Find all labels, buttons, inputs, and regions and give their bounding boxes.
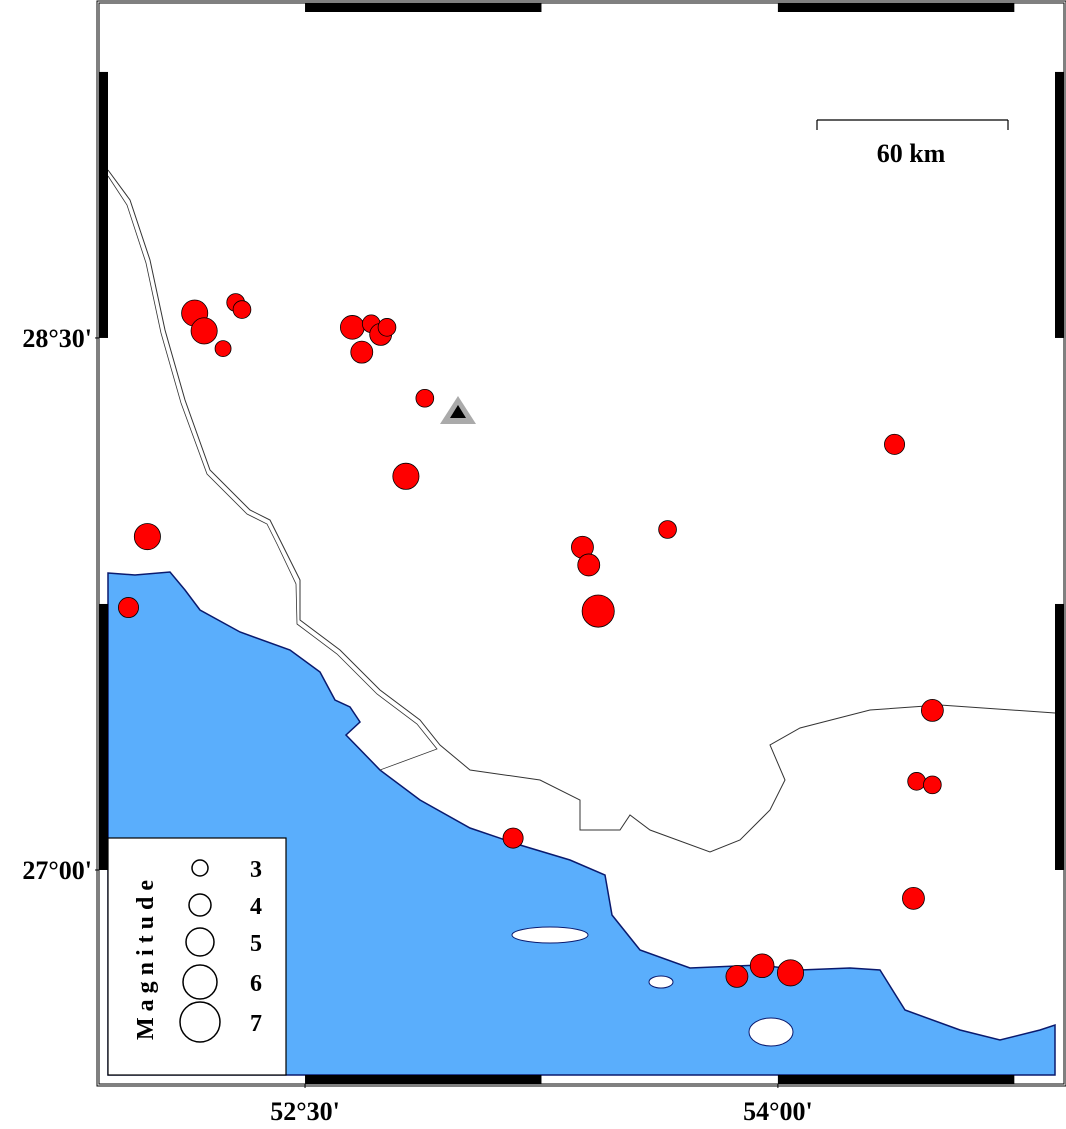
frame-segment (305, 3, 542, 12)
event (907, 772, 926, 791)
island (648, 975, 674, 989)
event (350, 340, 374, 364)
legend-label: 3 (250, 857, 262, 883)
legend-label: 7 (250, 1011, 262, 1037)
legend-circle (179, 1001, 221, 1043)
island (511, 926, 589, 944)
frame-segment (777, 1075, 1015, 1084)
event (502, 827, 524, 849)
legend-label: 5 (250, 931, 262, 957)
frame-segment (1055, 71, 1064, 338)
event (190, 317, 218, 345)
event (232, 300, 252, 319)
legend-label: 6 (250, 971, 262, 997)
frame-segment (1055, 603, 1064, 870)
border-line (107, 169, 1056, 853)
legend-box (107, 837, 287, 1076)
event (581, 594, 615, 628)
event (884, 433, 906, 455)
station-marker (450, 405, 466, 418)
legend-circle (188, 893, 212, 917)
frame-segment (99, 603, 108, 870)
sea (107, 571, 1056, 1076)
scale-bar (816, 119, 1009, 130)
y-tick-label: 28°30' (22, 324, 92, 353)
event (777, 959, 805, 987)
frame-border (96, 0, 1066, 1087)
event (117, 597, 139, 619)
event (725, 964, 749, 988)
frame-segment (777, 3, 1015, 12)
border-line (107, 175, 438, 771)
legend-title: Magnitude (133, 874, 159, 1040)
event (377, 318, 397, 337)
legend-circle (182, 964, 218, 1000)
event (340, 315, 365, 340)
island (748, 1017, 794, 1047)
frame-segment (99, 71, 108, 338)
x-tick-label: 54°00' (743, 1097, 813, 1124)
event (214, 340, 232, 357)
scale-label: 60 km (877, 139, 946, 168)
event (658, 520, 677, 539)
event (749, 953, 775, 979)
x-tick-label: 52°30' (270, 1097, 340, 1124)
event (577, 553, 601, 577)
event (392, 462, 420, 490)
event (902, 886, 925, 910)
legend-label: 4 (250, 894, 262, 920)
legend-circle (191, 859, 209, 877)
event (133, 523, 161, 551)
event (415, 388, 435, 408)
frame-segment (305, 1075, 542, 1084)
y-tick-label: 27°00' (22, 856, 92, 885)
event (920, 698, 944, 722)
event (923, 775, 942, 795)
legend-circle (185, 927, 215, 957)
